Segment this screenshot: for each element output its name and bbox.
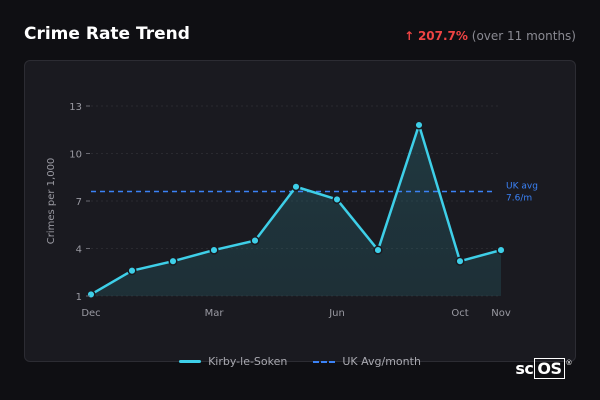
y-tick-label: 7 xyxy=(76,197,82,208)
legend-item-series: Kirby-le-Soken xyxy=(179,355,287,368)
uk-avg-swatch xyxy=(313,360,336,363)
y-tick-label: 1 xyxy=(76,292,82,303)
x-tick-label: Nov xyxy=(491,308,511,319)
change-percentage: 207.7% xyxy=(417,29,468,43)
x-tick-label: Oct xyxy=(451,308,468,319)
change-summary: ↑ 207.7% (over 11 months) xyxy=(404,29,576,43)
data-point xyxy=(496,245,506,255)
series-swatch xyxy=(179,360,202,363)
trend-up-icon: ↑ xyxy=(404,29,415,43)
registered-mark: ® xyxy=(565,359,573,367)
change-period: (over 11 months) xyxy=(471,29,576,43)
uk-avg-label: UK avg xyxy=(506,182,538,192)
data-point xyxy=(209,245,219,255)
legend-item-uk-avg: UK Avg/month xyxy=(313,355,421,368)
y-tick-label: 13 xyxy=(69,102,82,113)
y-tick-label: 4 xyxy=(76,245,82,256)
legend-series-label: Kirby-le-Soken xyxy=(208,355,288,368)
data-point xyxy=(86,289,96,299)
brand-logo: sc OS ® xyxy=(515,358,573,379)
y-axis-label: Crimes per 1,000 xyxy=(46,158,57,245)
series-area xyxy=(91,125,501,296)
data-point xyxy=(455,256,465,266)
x-tick-label: Dec xyxy=(81,308,100,319)
data-point xyxy=(127,266,137,276)
chart-legend: Kirby-le-Soken UK Avg/month xyxy=(0,355,600,368)
data-point xyxy=(414,120,424,130)
x-tick-label: Mar xyxy=(205,308,225,319)
data-point xyxy=(332,194,342,204)
y-tick-label: 10 xyxy=(69,150,82,161)
brand-boxed: OS xyxy=(534,358,565,379)
data-point xyxy=(291,182,301,192)
chart-title: Crime Rate Trend xyxy=(24,24,190,44)
data-point xyxy=(250,236,260,246)
legend-uk-avg-label: UK Avg/month xyxy=(342,355,421,368)
uk-avg-value-label: 7.6/m xyxy=(506,194,532,204)
data-point xyxy=(373,245,383,255)
data-point xyxy=(168,256,178,266)
x-tick-label: Jun xyxy=(328,308,345,319)
brand-prefix: sc xyxy=(515,359,534,378)
